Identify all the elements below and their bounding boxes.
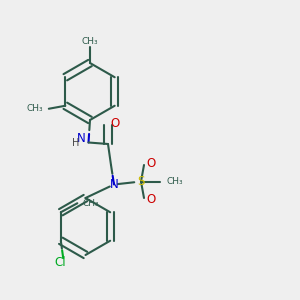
Text: Cl: Cl [54, 256, 66, 269]
Text: CH₃: CH₃ [27, 104, 44, 113]
Text: O: O [110, 117, 119, 130]
Text: CH₃: CH₃ [83, 199, 99, 208]
Text: CH₃: CH₃ [167, 177, 183, 186]
Text: CH₃: CH₃ [82, 38, 98, 46]
Text: S: S [137, 175, 145, 188]
Text: O: O [146, 193, 155, 206]
Text: N: N [76, 132, 85, 145]
Text: N: N [110, 178, 118, 191]
Text: H: H [72, 137, 80, 148]
Text: O: O [146, 157, 155, 170]
